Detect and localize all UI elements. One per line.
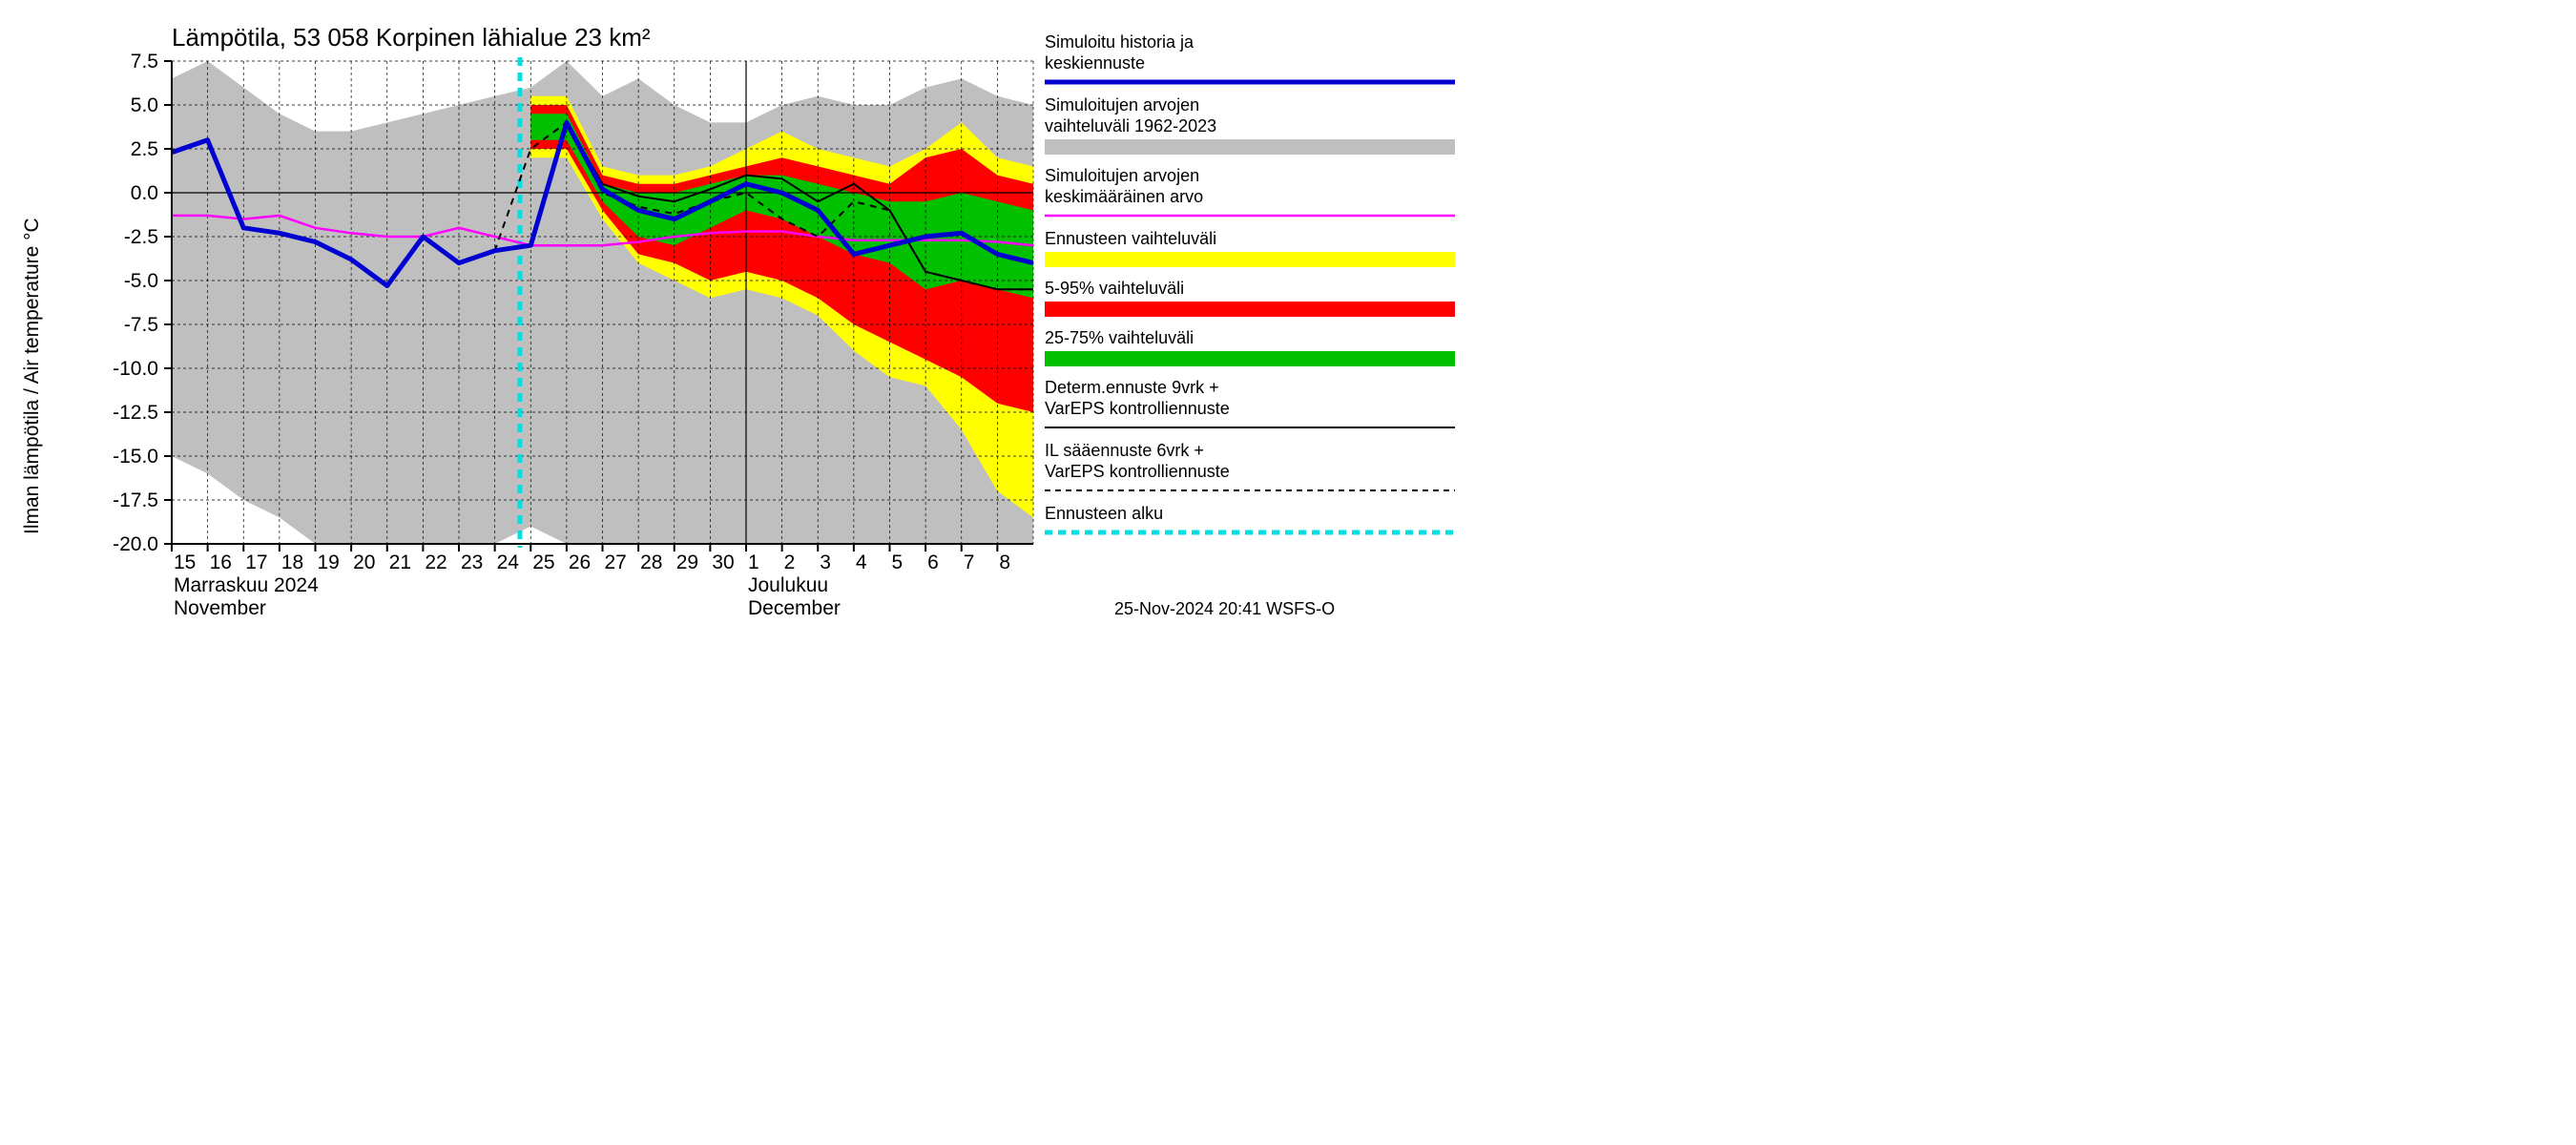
y-tick-label: 7.5 xyxy=(131,51,158,73)
y-tick-label: -10.0 xyxy=(113,358,158,380)
legend-label: IL sääennuste 6vrk + xyxy=(1045,441,1204,460)
chart-container: { "title": "Lämpötila, 53 058 Korpinen l… xyxy=(0,0,1465,651)
y-axis-label: Ilman lämpötila / Air temperature °C xyxy=(21,218,43,534)
x-tick-label: 22 xyxy=(425,552,447,573)
chart-title: Lämpötila, 53 058 Korpinen lähialue 23 k… xyxy=(172,23,651,52)
x-tick-label: 16 xyxy=(210,552,232,573)
legend-label: 5-95% vaihteluväli xyxy=(1045,279,1184,298)
x-tick-label: 4 xyxy=(856,552,867,573)
x-tick-label: 26 xyxy=(569,552,591,573)
y-tick-label: -7.5 xyxy=(124,314,158,336)
y-tick-label: -5.0 xyxy=(124,270,158,292)
x-tick-label: 17 xyxy=(245,552,267,573)
month-label-dec-en: December xyxy=(748,597,841,619)
x-tick-label: 7 xyxy=(964,552,975,573)
x-tick-label: 6 xyxy=(927,552,939,573)
month-label-nov-en: November xyxy=(174,597,266,619)
legend-label: Simuloitujen arvojen xyxy=(1045,166,1199,185)
x-tick-label: 21 xyxy=(389,552,411,573)
month-label-nov-fi: Marraskuu 2024 xyxy=(174,574,319,596)
x-tick-label: 27 xyxy=(605,552,627,573)
legend-label: VarEPS kontrolliennuste xyxy=(1045,462,1230,481)
x-tick-label: 24 xyxy=(497,552,520,573)
x-tick-label: 18 xyxy=(281,552,303,573)
legend-swatch xyxy=(1045,351,1455,366)
y-tick-label: -17.5 xyxy=(113,489,158,511)
chart-footer: 25-Nov-2024 20:41 WSFS-O xyxy=(1114,599,1335,618)
x-tick-label: 8 xyxy=(999,552,1010,573)
y-tick-label: -20.0 xyxy=(113,533,158,555)
legend-swatch xyxy=(1045,302,1455,317)
legend-swatch xyxy=(1045,139,1455,155)
legend-label: Simuloitu historia ja xyxy=(1045,32,1195,52)
legend-swatch xyxy=(1045,252,1455,267)
legend-label: Ennusteen vaihteluväli xyxy=(1045,229,1216,248)
y-tick-label: 0.0 xyxy=(131,182,158,204)
legend-label: Ennusteen alku xyxy=(1045,504,1163,523)
y-tick-label: 2.5 xyxy=(131,138,158,160)
legend-label: keskimääräinen arvo xyxy=(1045,187,1203,206)
x-tick-label: 2 xyxy=(784,552,796,573)
x-tick-label: 28 xyxy=(640,552,662,573)
x-tick-label: 20 xyxy=(353,552,375,573)
y-tick-label: -12.5 xyxy=(113,402,158,424)
x-tick-label: 1 xyxy=(748,552,759,573)
x-tick-label: 23 xyxy=(461,552,483,573)
x-tick-label: 5 xyxy=(892,552,904,573)
y-tick-label: -15.0 xyxy=(113,446,158,468)
x-tick-label: 25 xyxy=(532,552,554,573)
x-tick-label: 30 xyxy=(712,552,734,573)
temperature-chart: 7.5 5.0 2.5 0.0 -2.5 -5.0 -7.5 -10.0 -12.5 -15.0 -… xyxy=(0,0,1465,651)
legend-label: 25-75% vaihteluväli xyxy=(1045,328,1194,347)
legend-label: Simuloitujen arvojen xyxy=(1045,95,1199,114)
x-tick-label: 15 xyxy=(174,552,196,573)
legend-label: keskiennuste xyxy=(1045,53,1145,73)
month-label-dec-fi: Joulukuu xyxy=(748,574,828,596)
y-tick-label: 5.0 xyxy=(131,94,158,116)
legend-label: VarEPS kontrolliennuste xyxy=(1045,399,1230,418)
legend-label: vaihteluväli 1962-2023 xyxy=(1045,116,1216,135)
x-tick-label: 19 xyxy=(318,552,340,573)
x-tick-label: 29 xyxy=(676,552,698,573)
legend-label: Determ.ennuste 9vrk + xyxy=(1045,378,1219,397)
x-tick-label: 3 xyxy=(820,552,831,573)
y-tick-label: -2.5 xyxy=(124,226,158,248)
